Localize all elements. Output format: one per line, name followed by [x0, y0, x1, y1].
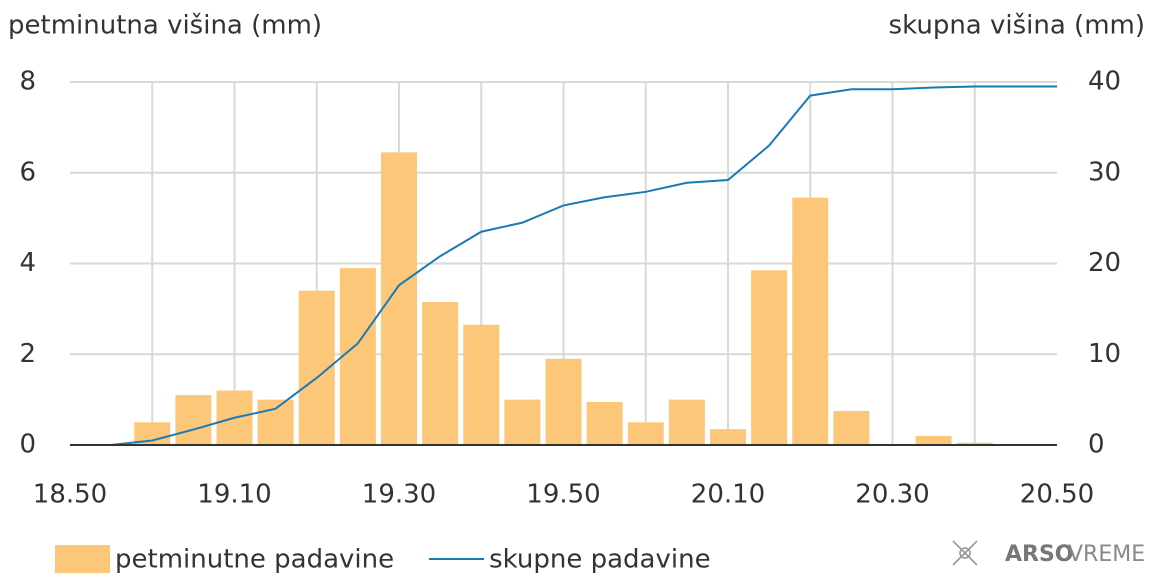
bar [545, 358, 582, 445]
y2-tick-label: 30 [1088, 157, 1121, 187]
x-tick-label: 18.50 [33, 480, 107, 510]
bar [422, 302, 459, 445]
brand-light: VREME [1068, 542, 1145, 567]
y2-tick-label: 40 [1088, 67, 1121, 97]
legend-swatch [55, 545, 110, 573]
bar [381, 152, 417, 446]
brand-icon [952, 540, 978, 566]
bar [175, 395, 212, 445]
line [70, 85, 1057, 446]
brand-bold: ARSO [1005, 542, 1074, 567]
y2-axis-label: skupna višina (mm) [889, 11, 1145, 41]
legend-label: petminutne padavine [115, 545, 394, 575]
bar [586, 401, 623, 445]
x-tick-label: 20.50 [1020, 480, 1094, 510]
bar [339, 268, 376, 445]
bar [710, 429, 746, 445]
bar [833, 410, 870, 445]
x-tick-label: 19.30 [362, 480, 436, 510]
y2-tick-label: 10 [1088, 339, 1121, 369]
legend-label: skupne padavine [489, 545, 710, 575]
bar [504, 399, 541, 445]
x-tick-label: 20.30 [855, 480, 929, 510]
bar [668, 399, 705, 445]
bar [257, 399, 294, 445]
y-tick-label: 4 [19, 248, 36, 278]
y-tick-label: 0 [19, 430, 36, 460]
bar [463, 324, 500, 445]
y-axis-label: petminutna višina (mm) [8, 11, 322, 41]
y-tick-label: 2 [19, 339, 36, 369]
x-tick-label: 19.10 [197, 480, 271, 510]
x-tick-label: 19.50 [526, 480, 600, 510]
bar [956, 442, 993, 445]
y-tick-label: 6 [19, 157, 36, 187]
y2-tick-label: 20 [1088, 248, 1121, 278]
bar [915, 435, 952, 445]
x-tick-label: 20.10 [691, 480, 765, 510]
bar [751, 270, 788, 445]
bar [627, 422, 664, 445]
bar [134, 422, 171, 445]
y-tick-label: 8 [19, 67, 36, 97]
bar [792, 197, 829, 445]
y2-tick-label: 0 [1088, 430, 1105, 460]
